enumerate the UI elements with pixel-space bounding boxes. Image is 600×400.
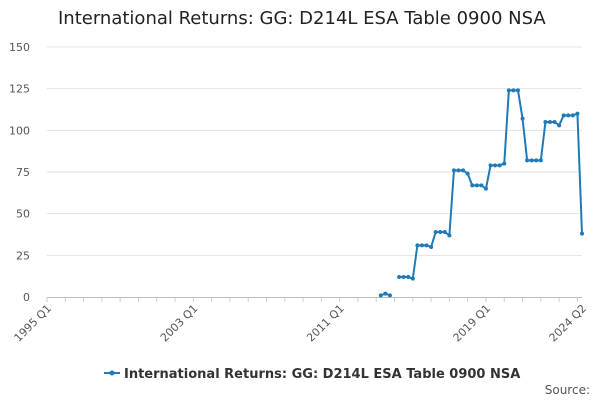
data-point[interactable] <box>401 275 406 279</box>
data-point[interactable] <box>547 120 552 124</box>
data-point[interactable] <box>538 158 543 163</box>
data-point[interactable] <box>561 113 566 118</box>
x-tick-label: 2011 Q1 <box>304 302 347 345</box>
data-point[interactable] <box>461 168 466 173</box>
y-tick-label: 50 <box>16 208 30 221</box>
x-tick-label: 1995 Q1 <box>12 302 55 345</box>
data-point[interactable] <box>387 293 392 298</box>
x-tick-label: 2003 Q1 <box>158 302 201 345</box>
data-point[interactable] <box>580 231 584 236</box>
legend[interactable]: International Returns: GG: D214L ESA Tab… <box>104 367 520 382</box>
series-line <box>399 89 583 280</box>
legend-series-label: International Returns: GG: D214L ESA Tab… <box>124 367 520 382</box>
y-tick-label: 125 <box>9 83 30 96</box>
data-point[interactable] <box>442 230 447 234</box>
y-tick-label: 25 <box>16 249 30 262</box>
data-point[interactable] <box>520 116 525 121</box>
data-point[interactable] <box>447 233 452 238</box>
data-point[interactable] <box>410 276 415 281</box>
data-point[interactable] <box>529 158 534 163</box>
data-point[interactable] <box>474 183 479 188</box>
data-point[interactable] <box>419 243 424 248</box>
data-point[interactable] <box>424 243 429 248</box>
data-point[interactable] <box>438 230 443 234</box>
data-point[interactable] <box>575 111 580 116</box>
data-point[interactable] <box>451 168 456 173</box>
data-point[interactable] <box>456 168 461 173</box>
data-point[interactable] <box>488 163 493 168</box>
series-layer <box>378 88 584 298</box>
y-axis: 0 25 50 75 100 125 150 <box>9 41 30 304</box>
x-tick-label: 2019 Q1 <box>451 302 494 345</box>
data-point[interactable] <box>465 171 470 176</box>
data-point[interactable] <box>378 293 383 298</box>
data-point[interactable] <box>397 275 402 279</box>
data-point[interactable] <box>506 88 511 93</box>
data-point[interactable] <box>552 120 557 124</box>
source-label[interactable]: Source: <box>545 383 590 397</box>
x-tick-labels: 1995 Q1 2003 Q1 2011 Q1 2019 Q1 2024 Q2 <box>12 302 590 345</box>
chart-title: International Returns: GG: D214L ESA Tab… <box>58 8 546 29</box>
legend-dot-marker <box>109 370 115 376</box>
y-tick-label: 0 <box>23 291 30 304</box>
y-tick-label: 75 <box>16 166 30 179</box>
y-tick-label: 150 <box>9 41 30 54</box>
grid-lines <box>47 46 582 256</box>
data-point[interactable] <box>406 275 411 279</box>
x-tick-label: 2024 Q2 <box>547 302 590 345</box>
data-point[interactable] <box>570 113 575 118</box>
data-point[interactable] <box>525 158 530 163</box>
data-point[interactable] <box>557 123 562 128</box>
data-point[interactable] <box>511 88 516 93</box>
data-point[interactable] <box>433 230 438 234</box>
data-point[interactable] <box>415 243 420 248</box>
data-point[interactable] <box>534 158 539 163</box>
data-point[interactable] <box>470 183 475 188</box>
data-point[interactable] <box>543 120 548 124</box>
data-point[interactable] <box>566 113 571 118</box>
data-point[interactable] <box>497 163 502 168</box>
data-point[interactable] <box>515 88 520 93</box>
data-point[interactable] <box>429 245 434 249</box>
data-point[interactable] <box>479 183 484 188</box>
data-point[interactable] <box>493 163 498 168</box>
data-point[interactable] <box>502 161 507 166</box>
x-axis <box>46 297 582 302</box>
data-point[interactable] <box>483 186 488 191</box>
y-tick-label: 100 <box>9 124 30 137</box>
data-point[interactable] <box>383 291 388 296</box>
